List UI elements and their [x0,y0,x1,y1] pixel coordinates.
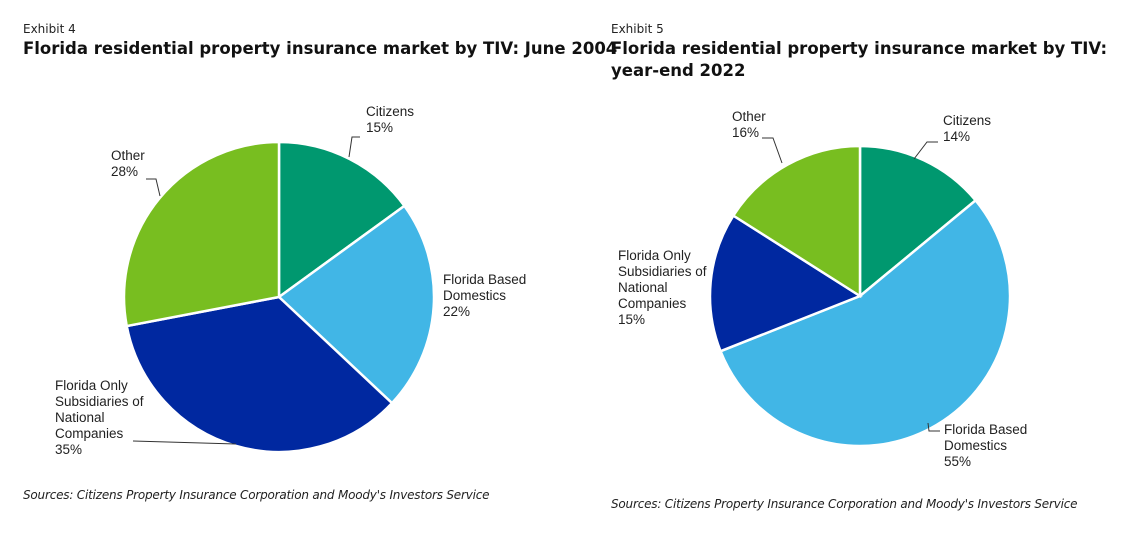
label-florida-based-2022: Florida Based Domestics 55% [944,422,1044,470]
category-label: Florida Only Subsidiaries of National Co… [55,378,144,441]
exhibit-4-source: Sources: Citizens Property Insurance Cor… [23,488,490,502]
category-label: Other [732,109,766,124]
label-citizens-2004: Citizens 15% [366,104,414,136]
pie-slice-citizens [277,140,407,300]
category-label: Other [111,148,145,163]
label-other-2022: Other 16% [732,109,766,141]
value-label: 35% [55,442,83,457]
exhibit-5-title: Florida residential property insurance m… [611,39,1108,80]
category-label: Citizens [366,104,415,119]
exhibit-5-label: Exhibit 5 [611,22,664,36]
exhibit-5-source: Sources: Citizens Property Insurance Cor… [611,497,1078,511]
pie-slice-other [731,144,862,299]
label-florida-only-2022: Florida Only Subsidiaries of National Co… [618,248,708,328]
leader-line-florida-only-2004 [132,440,237,445]
value-label: 15% [618,312,646,327]
exhibit-4-label: Exhibit 4 [23,22,76,36]
category-label: Citizens [943,113,992,128]
value-label: 14% [943,129,971,144]
label-other-2004: Other 28% [111,148,145,180]
value-label: 15% [366,120,394,135]
pie-slice-citizens [858,144,978,299]
category-label: Florida Based Domestics [443,272,527,303]
value-label: 55% [944,454,972,469]
label-florida-only-2004: Florida Only Subsidiaries of National Co… [55,378,165,458]
leader-line-florida-based-2022 [927,422,940,432]
leader-line-other-2022 [762,137,783,164]
pie-slice-florida-based-domestics [718,198,1012,448]
value-label: 22% [443,304,471,319]
pie-chart-exhibit-5 [708,144,1012,448]
category-label: Florida Based Domestics [944,422,1028,453]
pie-chart-exhibit-4 [122,140,436,454]
leader-line-citizens-2004 [348,136,360,158]
pie-slice-florida-only-subsidiaries-of-national-companies [708,213,863,353]
value-label: 28% [111,164,139,179]
category-label: Florida Only Subsidiaries of National Co… [618,248,707,311]
pie-slice-florida-based-domestics [277,204,436,405]
pie-slice-other [122,140,281,328]
value-label: 16% [732,125,760,140]
leader-line-citizens-2022 [913,141,938,160]
label-citizens-2022: Citizens 14% [943,113,991,145]
pie-slice-florida-only-subsidiaries-of-national-companies [125,295,394,454]
leader-line-other-2004 [146,178,161,197]
exhibit-4-title: Florida residential property insurance m… [23,39,618,58]
label-florida-based-2004: Florida Based Domestics 22% [443,272,543,320]
